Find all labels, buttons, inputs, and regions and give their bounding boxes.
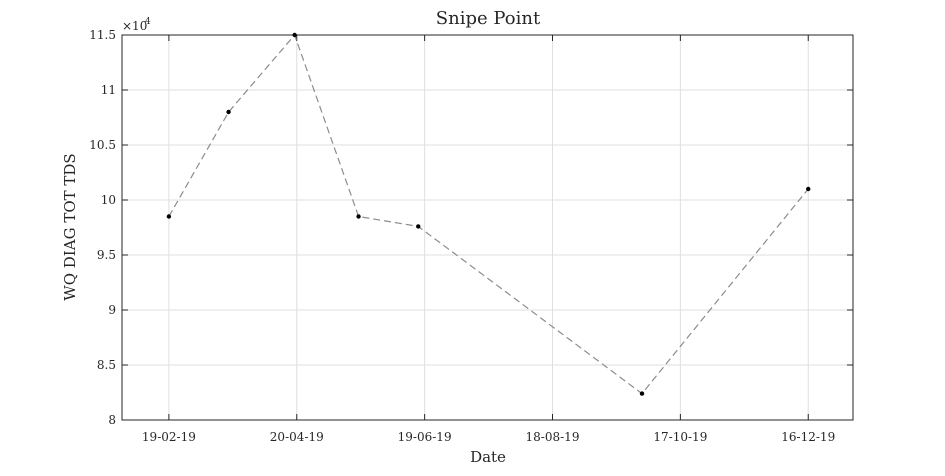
y-tick-label: 11.5 <box>89 28 116 42</box>
plot-axes <box>121 34 854 421</box>
plot-frame <box>121 34 854 421</box>
y-tick-label: 10 <box>101 193 116 207</box>
x-tick-label: 17-10-19 <box>653 430 707 444</box>
data-point <box>356 214 361 219</box>
x-tick-label: 19-02-19 <box>142 430 196 444</box>
y-tick-label: 11 <box>101 83 116 97</box>
x-tick-label: 18-08-19 <box>526 430 580 444</box>
y-tick-label: 8.5 <box>97 358 116 372</box>
series-line <box>168 33 809 395</box>
grid-lines <box>122 34 853 421</box>
y-exponent-power: 4 <box>145 17 151 27</box>
chart-title: Snipe Point <box>436 8 541 29</box>
data-point <box>416 224 421 229</box>
tick-labels: 19-02-19 20-04-19 19-06-19 18-08-19 17-10-19… <box>89 28 835 444</box>
y-exponent-base: ×10 <box>122 19 147 33</box>
y-axis-title: WQ DIAG TOT TDS <box>61 153 79 300</box>
x-axis-title: Date <box>470 448 506 466</box>
x-tick-label: 16-12-19 <box>781 430 835 444</box>
data-point <box>806 186 811 192</box>
data-series <box>166 32 811 396</box>
data-point <box>292 32 297 38</box>
data-point <box>639 391 645 396</box>
x-tick-label: 20-04-19 <box>270 430 324 444</box>
data-point <box>166 214 172 219</box>
y-tick-label: 10.5 <box>89 138 116 152</box>
y-tick-label: 8 <box>108 413 116 427</box>
y-tick-label: 9.5 <box>97 248 116 262</box>
y-tick-label: 9 <box>108 303 116 317</box>
y-exponent-label: ×10 4 <box>122 17 151 33</box>
x-tick-label: 19-06-19 <box>398 430 452 444</box>
data-point <box>226 109 231 115</box>
